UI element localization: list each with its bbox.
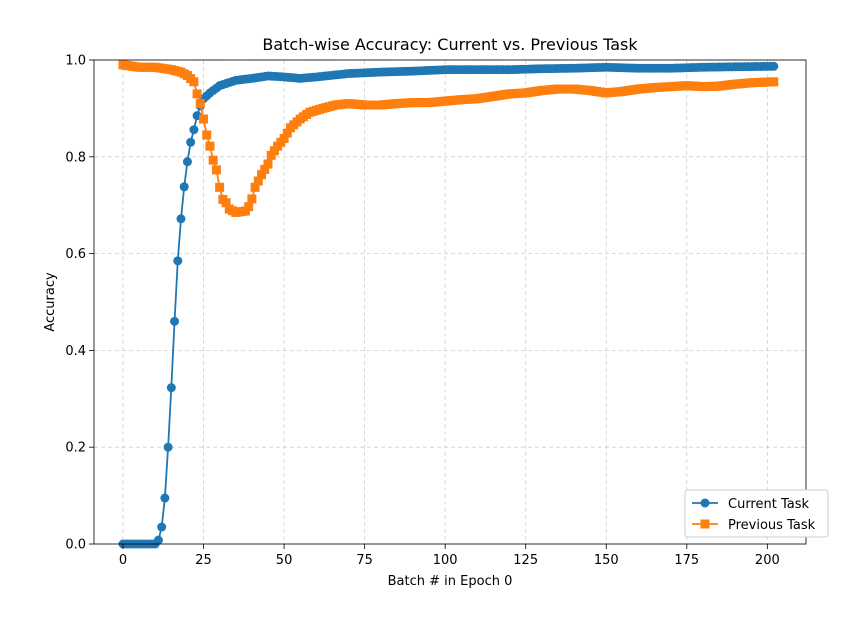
previous-task-point xyxy=(250,182,260,192)
previous-task-point xyxy=(205,141,215,151)
current-task-point xyxy=(160,493,170,503)
previous-task-point xyxy=(257,170,267,180)
previous-task-point xyxy=(202,130,212,140)
axis-ticks: 0 25 50 75 100 125 150 175 200 0.0 0.2 0.4 0.6 0.8 1.0 xyxy=(65,54,779,569)
current-task-point xyxy=(176,214,186,224)
current-task-point xyxy=(182,157,192,167)
previous-task-point xyxy=(260,164,270,174)
current-task-point xyxy=(157,522,167,532)
current-task-point xyxy=(186,137,196,147)
x-tick-label: 150 xyxy=(594,553,619,568)
x-tick-label: 175 xyxy=(674,553,699,568)
current-task-point xyxy=(163,442,173,452)
current-task-point xyxy=(173,256,183,266)
legend-current-task-marker xyxy=(700,498,710,508)
y-tick-label: 0.0 xyxy=(65,538,86,553)
current-task-point xyxy=(769,61,779,71)
previous-task-point xyxy=(247,194,257,204)
chart-title: Batch-wise Accuracy: Current vs. Previou… xyxy=(262,35,638,54)
previous-task-point xyxy=(269,146,279,156)
previous-task-series xyxy=(118,60,779,217)
current-task-point xyxy=(179,182,189,192)
series-layer xyxy=(118,60,779,549)
y-tick-label: 0.4 xyxy=(65,344,86,359)
x-axis-label: Batch # in Epoch 0 xyxy=(388,574,513,589)
legend: Current Task Previous Task xyxy=(684,489,829,538)
previous-task-point xyxy=(263,159,273,169)
previous-task-point xyxy=(208,155,218,165)
current-task-point xyxy=(153,535,163,545)
y-tick-label: 0.8 xyxy=(65,150,86,165)
x-tick-label: 0 xyxy=(119,553,127,568)
previous-task-point xyxy=(211,165,221,175)
previous-task-point xyxy=(189,77,199,87)
current-task-point xyxy=(170,316,180,326)
x-tick-label: 25 xyxy=(195,553,212,568)
y-axis-label: Accuracy xyxy=(43,272,58,332)
previous-task-point xyxy=(244,202,254,212)
previous-task-point xyxy=(199,114,209,124)
legend-current-task-label: Current Task xyxy=(728,497,809,512)
x-tick-label: 200 xyxy=(755,553,780,568)
legend-previous-task-label: Previous Task xyxy=(728,518,816,533)
x-tick-label: 125 xyxy=(513,553,538,568)
plot-area-frame xyxy=(93,59,807,545)
previous-task-point xyxy=(282,128,292,138)
previous-task-point xyxy=(215,182,225,192)
current-task-point xyxy=(189,125,199,135)
previous-task-point xyxy=(769,77,779,87)
previous-task-point xyxy=(195,99,205,109)
previous-task-point xyxy=(192,89,202,99)
x-tick-label: 100 xyxy=(433,553,458,568)
current-task-series xyxy=(118,61,779,549)
x-tick-label: 50 xyxy=(276,553,293,568)
current-task-point xyxy=(166,383,176,393)
previous-task-point xyxy=(266,150,276,160)
y-tick-label: 0.6 xyxy=(65,247,86,262)
previous-task-point xyxy=(221,198,231,208)
legend-box xyxy=(684,489,829,538)
y-tick-label: 1.0 xyxy=(65,54,86,69)
previous-task-point xyxy=(279,133,289,143)
previous-task-point xyxy=(253,176,263,186)
legend-previous-task-marker xyxy=(700,519,710,529)
x-tick-label: 75 xyxy=(356,553,373,568)
y-tick-label: 0.2 xyxy=(65,441,86,456)
